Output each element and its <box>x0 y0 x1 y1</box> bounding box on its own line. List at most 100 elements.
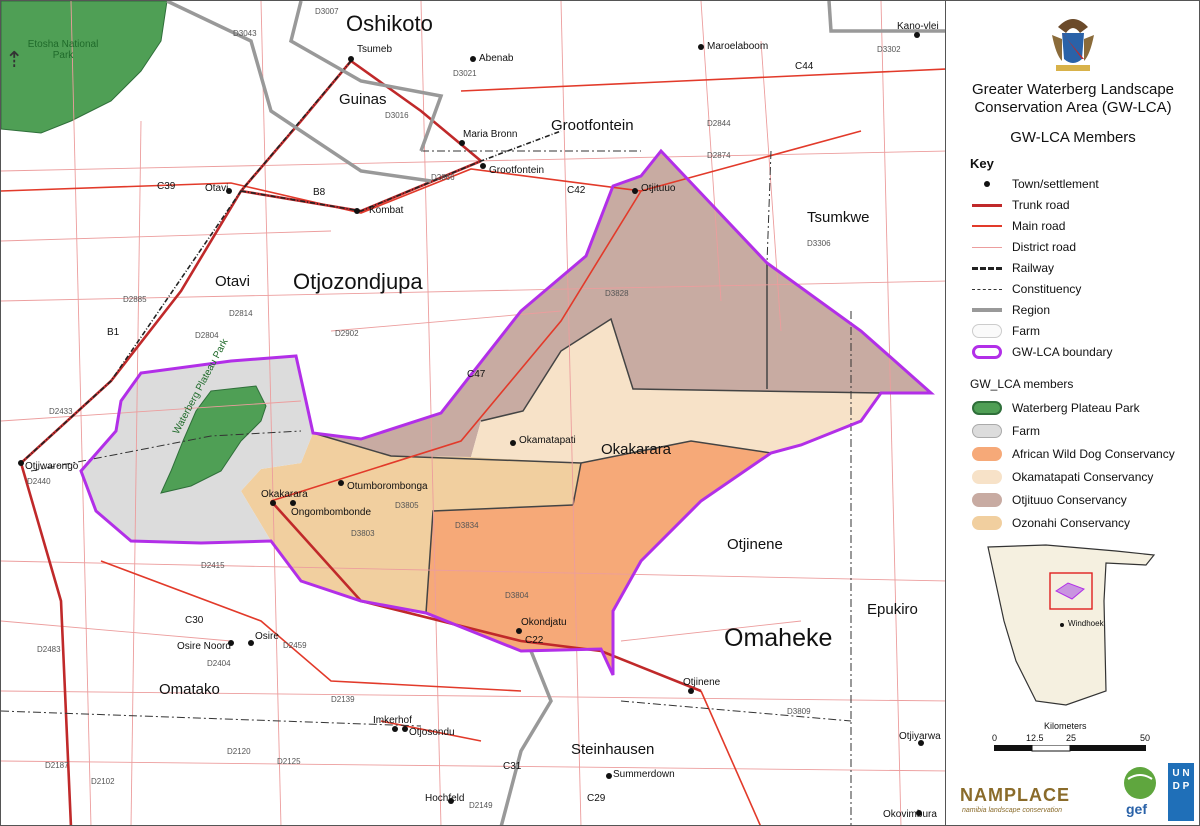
town-label: Kombat <box>369 205 404 216</box>
district-label: D2415 <box>201 561 225 570</box>
legend-town: Town/settlement <box>970 175 1099 193</box>
district-label: D2814 <box>229 309 253 318</box>
district-label: D3016 <box>385 111 409 120</box>
district-label: D2459 <box>283 641 307 650</box>
scale-label: Kilometers <box>1044 721 1087 731</box>
waterberg-park <box>160 385 267 494</box>
etosha-park <box>1 1 168 134</box>
road-label: C39 <box>157 181 176 192</box>
district-label: D3007 <box>315 7 339 16</box>
legend-boundary: GW-LCA boundary <box>970 343 1113 361</box>
district-label: D2149 <box>469 801 493 810</box>
town-label: Okondjatu <box>521 617 567 628</box>
constituency-label: Omatako <box>159 681 220 698</box>
namplace-tagline: namibia landscape conservation <box>962 807 1063 814</box>
town-label: Osire <box>255 631 279 642</box>
town-label: Otjituuo <box>641 183 676 194</box>
road-label: C30 <box>185 615 204 626</box>
conservancy-label: Okakarara <box>601 441 672 458</box>
district-label: D2120 <box>227 747 251 756</box>
panel-subtitle: GW-LCA Members <box>1010 129 1136 146</box>
scale-tick: 25 <box>1066 733 1077 743</box>
district-label: D2102 <box>91 777 115 786</box>
town-label: Maria Bronn <box>463 129 518 140</box>
coat-of-arms-icon <box>1052 19 1094 71</box>
town-label: Otavi <box>205 183 229 194</box>
legend-constituency: Constituency <box>970 280 1081 298</box>
town-label: Imkerhof <box>373 715 412 726</box>
district-label: D2187 <box>45 761 69 770</box>
gef-logo: gef <box>1126 801 1147 817</box>
map-area[interactable]: ⇡ Etosha National Park Waterberg Plateau… <box>0 0 946 826</box>
constituency-label: Steinhausen <box>571 741 655 758</box>
district-label: D3805 <box>395 501 419 510</box>
scale-tick: 12.5 <box>1026 733 1044 743</box>
north-arrow-icon: ⇡ <box>5 47 24 72</box>
legend-region: Region <box>970 301 1050 319</box>
district-label: D2139 <box>331 695 355 704</box>
undp-logo: U N D P <box>1168 763 1194 821</box>
district-label: D3828 <box>605 289 629 298</box>
legend-ozonahi: Ozonahi Conservancy <box>970 514 1130 532</box>
district-label: D3803 <box>351 529 375 538</box>
district-label: D2874 <box>707 151 731 160</box>
scale-tick: 50 <box>1140 733 1151 743</box>
legend-otjituuo: Otjituuo Conservancy <box>970 491 1127 509</box>
district-label: D3809 <box>787 707 811 716</box>
district-label: D2125 <box>277 757 301 766</box>
town-label: Hochfeld <box>425 793 465 804</box>
district-label: D2866 <box>431 173 455 182</box>
constituency-label: Tsumkwe <box>807 209 870 226</box>
town-label: Okamatapati <box>519 435 576 446</box>
town-label: Osire Noord <box>177 641 231 652</box>
district-label: D2885 <box>123 295 147 304</box>
district-label: D2483 <box>37 645 61 654</box>
members-title: GW_LCA members <box>970 377 1074 391</box>
road-label: C22 <box>525 635 544 646</box>
panel-title: Greater Waterberg Landscape Conservation… <box>971 81 1175 116</box>
constituency-label: Otavi <box>215 273 251 290</box>
legend-farm: Farm <box>970 322 1040 340</box>
constituency-label: Otjinene <box>727 536 783 553</box>
road-label: C47 <box>467 369 486 380</box>
legend-waterberg: Waterberg Plateau Park <box>970 399 1140 417</box>
district-label: D3306 <box>807 239 831 248</box>
road-label: C42 <box>567 185 586 196</box>
district-label: D2433 <box>49 407 73 416</box>
town-label: Ongombombonde <box>291 507 372 518</box>
gef-globe-icon <box>1124 767 1156 799</box>
region-label: Omaheke <box>724 624 833 652</box>
wild-dog-conservancy <box>426 441 771 675</box>
district-label: D2804 <box>195 331 219 340</box>
road-label: B8 <box>313 187 326 198</box>
town-label: Grootfontein <box>489 165 545 176</box>
scale-bar <box>994 745 1146 752</box>
constituency-label: Guinas <box>339 91 387 108</box>
region-label: Oshikoto <box>346 11 433 36</box>
legend-member-farm: Farm <box>970 422 1040 440</box>
town-label: Maroelaboom <box>707 41 769 52</box>
constituency-label: Grootfontein <box>551 117 634 134</box>
town-label: Otumborombonga <box>347 481 428 492</box>
district-label: D3804 <box>505 591 529 600</box>
district-label: D2440 <box>27 477 51 486</box>
district-label: D2404 <box>207 659 231 668</box>
district-label: D3021 <box>453 69 477 78</box>
legend-railway: Railway <box>970 259 1054 277</box>
legend-wild-dog: African Wild Dog Conservancy <box>970 445 1175 463</box>
district-label: D3043 <box>233 29 257 38</box>
town-label: Otjosondu <box>409 727 455 738</box>
district-label: D2902 <box>335 329 359 338</box>
town-label: Abenab <box>479 53 514 64</box>
legend-main-road: Main road <box>970 217 1065 235</box>
road-label: C31 <box>503 761 522 772</box>
inset-city-label: Windhoek <box>1068 619 1104 628</box>
district-label: D3302 <box>877 45 901 54</box>
town-label: Summerdown <box>613 769 675 780</box>
constituency-label: Epukiro <box>867 601 918 618</box>
road-label: C44 <box>795 61 814 72</box>
town-label: Okovimbura <box>883 809 937 820</box>
scale-tick: 0 <box>992 733 998 743</box>
legend-trunk-road: Trunk road <box>970 196 1070 214</box>
etosha-label: Etosha National Park <box>27 39 99 61</box>
